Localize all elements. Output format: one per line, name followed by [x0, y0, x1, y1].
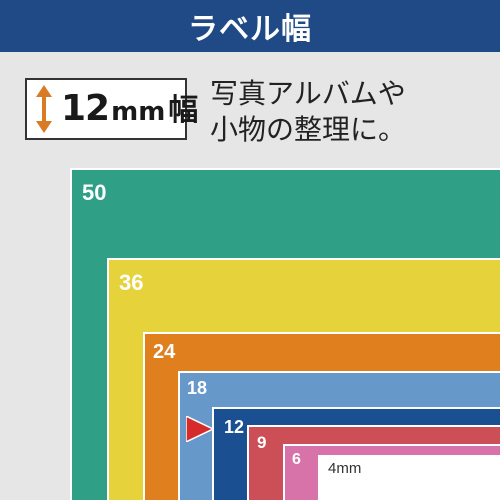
tagline-line-2: 小物の整理に。: [210, 113, 407, 146]
width-badge: 12mm 幅: [25, 78, 198, 140]
tape-label-24: 24: [153, 341, 176, 363]
page-title: ラベル幅: [188, 12, 312, 47]
tape-label-4mm: 4mm: [328, 460, 362, 477]
pointer-icon: [186, 416, 214, 442]
tape-label-9: 9: [257, 433, 267, 452]
width-kanji: 幅: [168, 93, 199, 128]
tagline: 写真アルバムや 小物の整理に。: [210, 76, 406, 148]
page-header: ラベル幅: [0, 0, 500, 52]
tape-label-36: 36: [119, 270, 144, 295]
width-badge-label: 12mm 幅: [61, 80, 198, 138]
width-unit: mm: [111, 97, 166, 127]
double-arrow-icon: [36, 85, 52, 133]
tape-label-50: 50: [82, 180, 107, 205]
width-number: 12: [61, 88, 110, 129]
tagline-line-1: 写真アルバムや: [210, 77, 406, 110]
tape-label-18: 18: [187, 378, 208, 398]
tape-label-12: 12: [224, 417, 245, 437]
tape-label-6: 6: [292, 451, 301, 468]
tape-4mm: 4mm: [318, 455, 500, 500]
